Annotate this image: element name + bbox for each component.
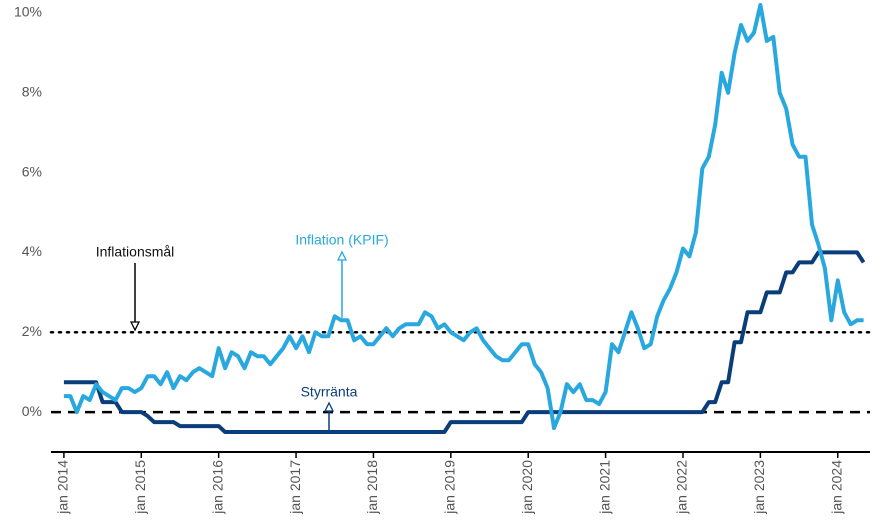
x-tick-label: jan 2018 — [364, 460, 380, 515]
y-tick-label: 6% — [22, 163, 42, 179]
x-tick-label: jan 2020 — [519, 460, 535, 515]
x-tick-label: jan 2021 — [596, 460, 612, 515]
x-tick-label: jan 2015 — [132, 460, 148, 515]
annotation: Inflation (KPIF) — [295, 232, 388, 248]
x-tick-label: jan 2016 — [209, 460, 225, 515]
y-tick-label: 0% — [22, 403, 42, 419]
annotation-arrow-head — [336, 250, 348, 261]
x-tick-label: jan 2017 — [287, 460, 303, 515]
annotation: Styrränta — [301, 384, 358, 400]
y-tick-label: 4% — [22, 243, 42, 259]
x-tick-label: jan 2024 — [828, 460, 844, 515]
x-tick-label: jan 2022 — [674, 460, 690, 515]
annotation: Inflationsmål — [96, 244, 175, 260]
y-tick-label: 2% — [22, 323, 42, 339]
y-tick-label: 10% — [14, 4, 42, 20]
x-tick-label: jan 2019 — [442, 460, 458, 515]
series-line — [63, 3, 864, 431]
annotation-arrow-head — [323, 401, 335, 412]
annotation-arrow-head — [129, 321, 141, 332]
x-tick-label: jan 2023 — [751, 460, 767, 515]
series-line — [63, 250, 866, 434]
x-tick-label: jan 2014 — [55, 460, 71, 515]
y-tick-label: 8% — [22, 84, 42, 100]
